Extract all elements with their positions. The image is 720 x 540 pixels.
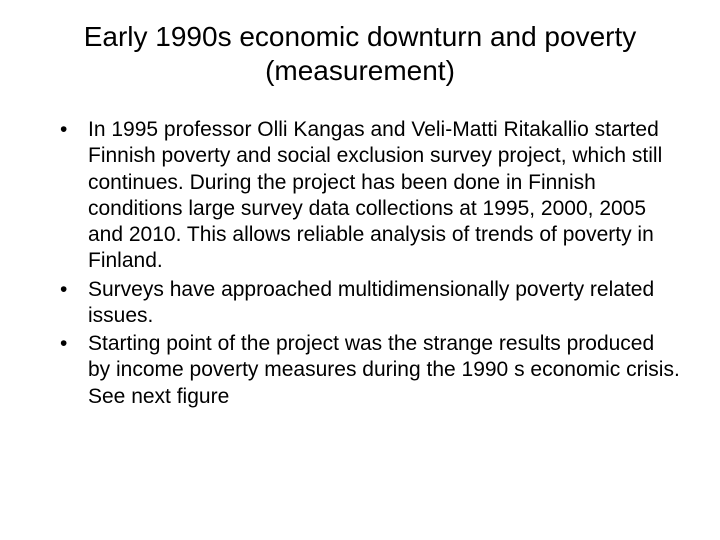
bullet-list: In 1995 professor Olli Kangas and Veli-M… bbox=[40, 117, 680, 410]
bullet-item: Starting point of the project was the st… bbox=[60, 331, 680, 410]
slide-title: Early 1990s economic downturn and povert… bbox=[40, 20, 680, 87]
bullet-item: In 1995 professor Olli Kangas and Veli-M… bbox=[60, 117, 680, 275]
bullet-item: Surveys have approached multidimensional… bbox=[60, 277, 680, 330]
